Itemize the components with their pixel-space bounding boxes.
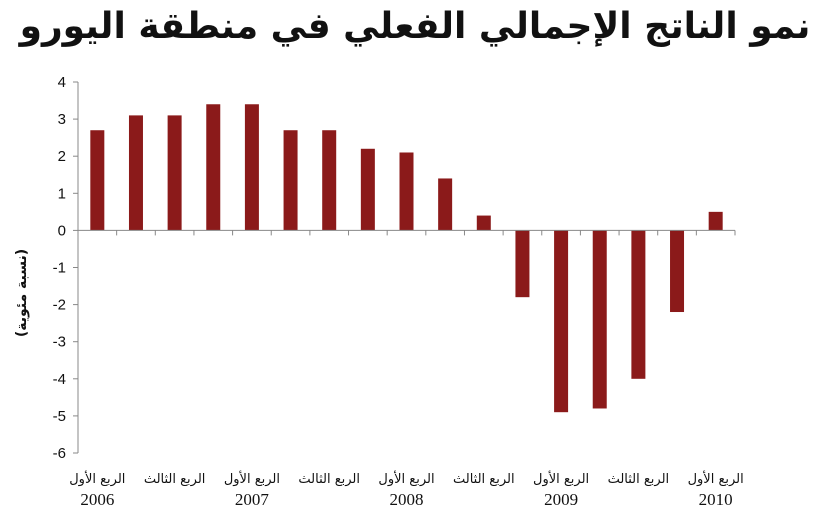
x-tick-label: الربع الثالث [144, 472, 206, 487]
bar [476, 215, 491, 231]
bar [360, 148, 375, 231]
y-tick-label: 2 [58, 148, 66, 165]
y-axis-title: (نسبة مئوية) [14, 249, 30, 337]
x-tick-quarter: الربع الثالث [144, 472, 206, 487]
x-tick-label: الربع الأول 2006 [69, 470, 125, 509]
bar [90, 130, 105, 231]
bar [670, 230, 685, 313]
bar [631, 230, 646, 379]
x-tick-quarter: الربع الثالث [298, 472, 360, 487]
x-tick-quarter: الربع الأول [378, 470, 434, 487]
y-tick-label: -2 [53, 297, 66, 314]
bar [128, 115, 143, 231]
bar [438, 178, 453, 231]
bar [322, 130, 337, 231]
x-tick-label: الربع الأول 2009 [533, 470, 589, 509]
x-axis: الربع الأول 2006 الربع الثالث الربع الأول 20… [69, 229, 744, 509]
y-tick-label: 3 [58, 111, 66, 128]
x-tick-label: الربع الأول 2007 [224, 470, 280, 509]
y-tick-label: -4 [53, 371, 66, 388]
x-tick-quarter: الربع الأول [533, 470, 589, 487]
y-tick-label: 0 [58, 222, 66, 239]
y-tick-label: -3 [53, 334, 66, 351]
x-tick-year: 2007 [235, 490, 270, 509]
y-axis: 4 3 2 1 0 -1 -2 -3 -4 -5 -6 [53, 74, 79, 462]
x-tick-year: 2008 [390, 490, 424, 509]
y-tick-label: -1 [53, 260, 66, 277]
bar [283, 130, 298, 231]
x-tick-label: الربع الأول 2008 [378, 470, 434, 509]
bar [554, 230, 569, 413]
bar [167, 115, 182, 231]
x-tick-label: الربع الأول 2010 [688, 470, 744, 509]
x-tick-label: الربع الثالث [453, 472, 515, 487]
x-tick-quarter: الربع الأول [688, 470, 744, 487]
y-tick-label: -6 [53, 445, 66, 462]
x-tick-quarter: الربع الأول [224, 470, 280, 487]
x-tick-year: 2009 [544, 490, 578, 509]
bar [515, 230, 530, 298]
bar [592, 230, 607, 409]
x-tick-label: الربع الثالث [608, 472, 670, 487]
x-tick-year: 2010 [699, 490, 733, 509]
bars [90, 104, 723, 413]
bar [244, 104, 259, 231]
bar [206, 104, 221, 231]
x-tick-quarter: الربع الثالث [453, 472, 515, 487]
bar [708, 211, 723, 231]
y-tick-label: -5 [53, 408, 66, 425]
bar [399, 152, 414, 231]
x-tick-quarter: الربع الثالث [608, 472, 670, 487]
x-tick-label: الربع الثالث [298, 472, 360, 487]
y-tick-label: 1 [58, 185, 66, 202]
x-tick-year: 2006 [80, 490, 114, 509]
x-tick-quarter: الربع الأول [69, 470, 125, 487]
y-tick-label: 4 [58, 74, 66, 91]
chart-title: نمو الناتج الإجمالي الفعلي في منطقة اليو… [19, 6, 811, 47]
